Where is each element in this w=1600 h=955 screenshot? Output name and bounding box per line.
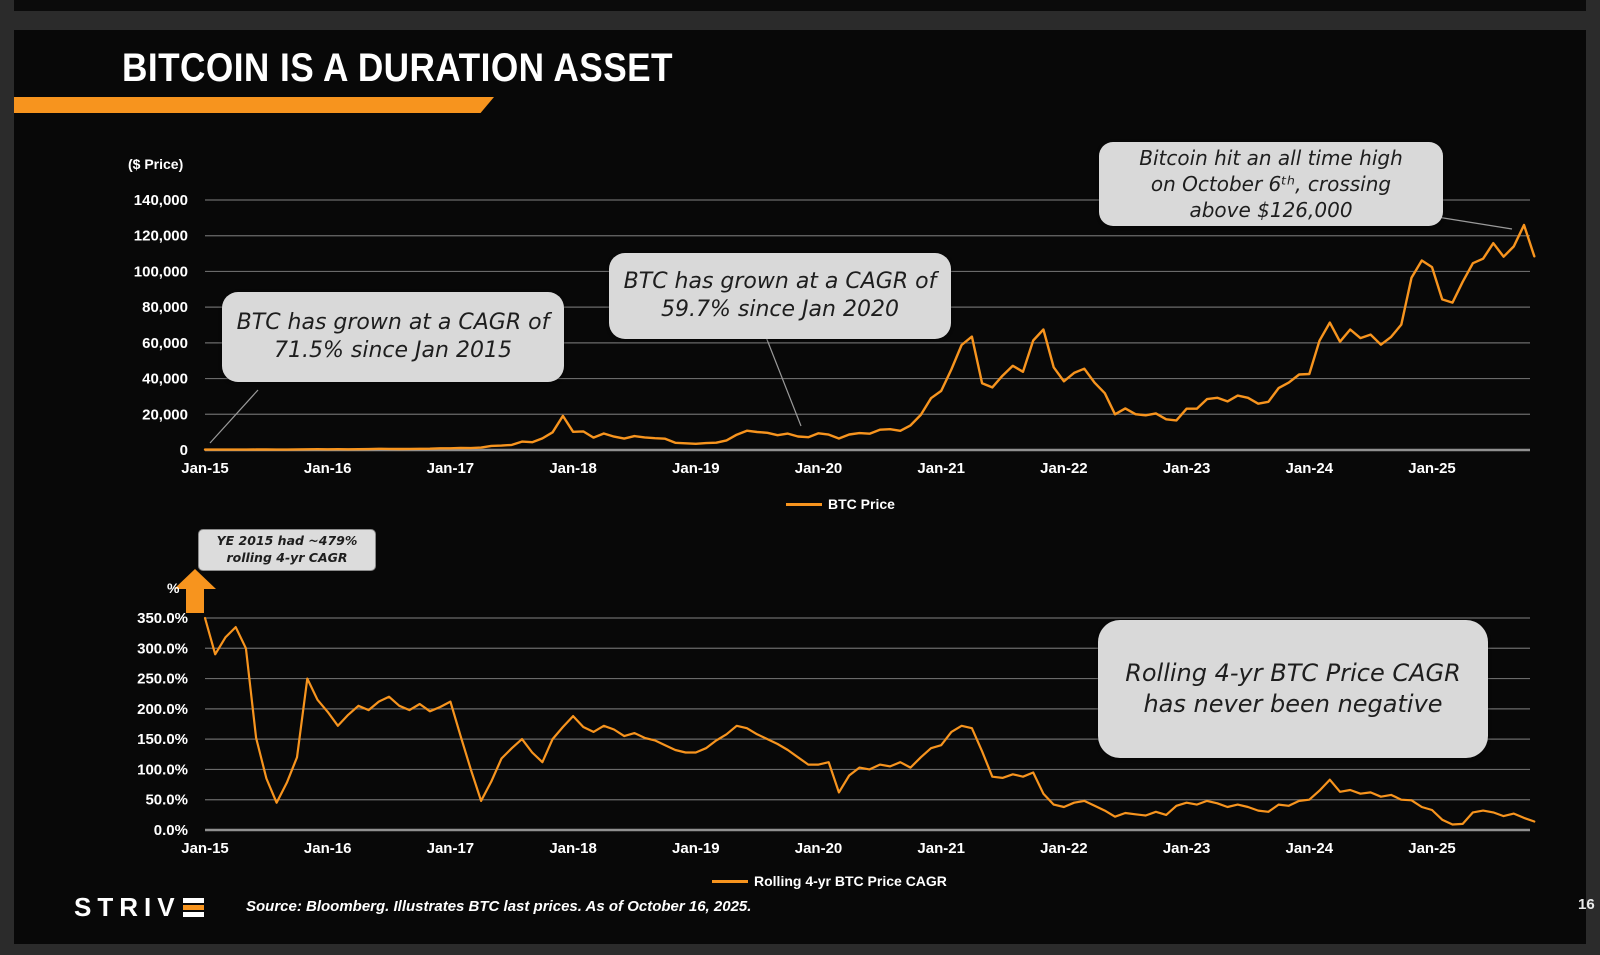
note-ye2015-cagr: YE 2015 had ~479% rolling 4-yr CAGR <box>198 529 376 571</box>
callout-line: YE 2015 had ~479% <box>216 533 358 549</box>
previous-slide-edge <box>14 0 1586 11</box>
page-number: 16 <box>1578 896 1595 913</box>
cagr-line-swatch <box>712 879 748 883</box>
source-note: Source: Bloomberg. Illustrates BTC last … <box>246 898 752 915</box>
top-chart-legend-label: BTC Price <box>828 496 895 512</box>
strive-logo-e-icon <box>182 898 204 917</box>
callout-never-negative: Rolling 4-yr BTC Price CAGR has never bee… <box>1098 620 1488 758</box>
callout-all-time-high: Bitcoin hit an all time high on October 6… <box>1099 142 1443 226</box>
callout-line: Bitcoin hit an all time high <box>1139 146 1403 170</box>
callout-line: 71.5% since Jan 2015 <box>274 338 512 363</box>
strive-logo-text: STRIV <box>74 892 181 922</box>
callout-cagr-2020: BTC has grown at a CAGR of 59.7% since Ja… <box>609 253 951 339</box>
logo-e-bar-bottom <box>182 912 204 917</box>
title-accent-bar <box>14 97 494 113</box>
callout-line: has never been negative <box>1143 690 1443 718</box>
bottom-chart-legend: Rolling 4-yr BTC Price CAGR <box>712 873 947 889</box>
callout-line: BTC has grown at a CAGR of <box>236 309 550 335</box>
bottom-chart-unit-label: % <box>167 580 180 596</box>
top-chart-legend: BTC Price <box>786 496 895 512</box>
btc-price-line-swatch <box>786 502 822 506</box>
callout-line: BTC has grown at a CAGR of <box>623 268 937 294</box>
logo-e-bar-middle <box>182 905 204 910</box>
logo-e-bar-top <box>182 898 204 903</box>
top-chart-unit-label: ($ Price) <box>128 156 184 172</box>
slide-title: BITCOIN IS A DURATION ASSET <box>122 46 673 90</box>
bottom-chart-legend-label: Rolling 4-yr BTC Price CAGR <box>754 873 947 889</box>
strive-logo: STRIV <box>74 892 204 923</box>
callout-line: Rolling 4-yr BTC Price CAGR <box>1125 659 1461 688</box>
callout-cagr-2015: BTC has grown at a CAGR of 71.5% since Ja… <box>222 292 564 382</box>
callout-line: rolling 4-yr CAGR <box>226 550 348 565</box>
callout-line: above $126,000 <box>1189 198 1353 222</box>
callout-line: on October 6ᵗʰ, crossing <box>1150 172 1392 196</box>
callout-line: 59.7% since Jan 2020 <box>661 297 899 322</box>
